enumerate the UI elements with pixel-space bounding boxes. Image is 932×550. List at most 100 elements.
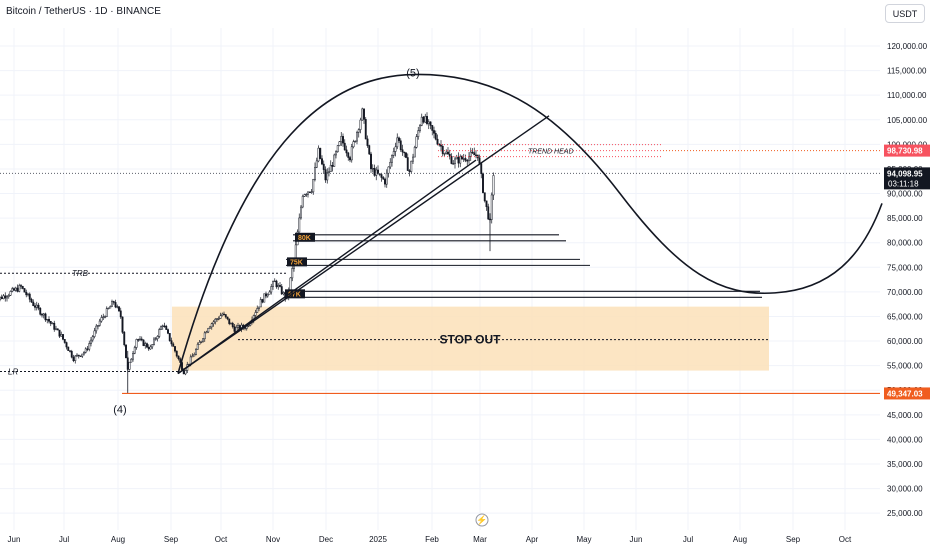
candle-body — [305, 193, 308, 196]
candle-body — [205, 331, 208, 334]
candle-body — [20, 285, 22, 287]
candle-body — [429, 121, 432, 126]
candle-body — [144, 343, 147, 346]
lightning-icon[interactable]: ⚡ — [475, 513, 489, 527]
candle-body — [324, 169, 327, 181]
candle-body — [335, 151, 337, 156]
candle-body — [347, 152, 350, 158]
candle-body — [200, 340, 203, 343]
candle-body — [160, 326, 162, 330]
candle-body — [452, 163, 455, 165]
wave-5-label: (5) — [406, 67, 419, 79]
candle-body — [128, 361, 131, 370]
candle-body — [91, 336, 94, 341]
candle-body — [317, 147, 320, 162]
level-80k-lines — [293, 234, 566, 242]
candle-body — [60, 334, 63, 337]
candle-body — [172, 343, 175, 347]
candle-body — [76, 354, 78, 357]
x-tick-label: Mar — [473, 535, 487, 544]
candle-body — [167, 329, 169, 334]
candle-body — [422, 116, 425, 123]
price-tag-current — [884, 167, 930, 190]
y-tick-label: 55,000.00 — [887, 362, 923, 371]
candle-body — [268, 291, 271, 295]
candle-body — [23, 288, 26, 293]
level-67k-label: 67K — [288, 291, 301, 298]
stop-out-label: STOP OUT — [440, 333, 502, 347]
level-80k-badge — [295, 232, 315, 242]
y-tick-label: 40,000.00 — [887, 435, 923, 444]
candle-body — [373, 168, 376, 176]
candle-body — [412, 156, 414, 162]
candle-body — [342, 136, 344, 144]
candle-body — [135, 339, 138, 348]
candle-body — [406, 157, 409, 171]
candle-body — [427, 121, 430, 124]
candle-body — [487, 206, 490, 220]
currency-selector[interactable]: USDT — [885, 4, 925, 23]
level-67k-lines — [286, 290, 762, 298]
candle-body — [154, 338, 157, 340]
candle-body — [349, 157, 351, 161]
candle-body — [97, 325, 99, 327]
y-tick-label: 105,000.00 — [887, 116, 928, 125]
candle-body — [233, 326, 236, 332]
candle-body — [34, 305, 36, 308]
candle-body — [0, 296, 1, 300]
candle-body — [4, 295, 7, 299]
candle-body — [118, 306, 120, 312]
candle-body — [247, 325, 250, 327]
candle-body — [149, 346, 152, 350]
candle-body — [102, 316, 105, 318]
candle-body — [384, 178, 386, 185]
candle-body — [53, 322, 56, 330]
candle-body — [158, 329, 161, 337]
candle-body — [275, 280, 278, 288]
y-tick-label: 110,000.00 — [887, 91, 927, 100]
candle-body — [151, 344, 154, 348]
candle-body — [90, 339, 92, 344]
candle-body — [67, 346, 70, 351]
candle-body — [431, 125, 434, 131]
candle-body — [298, 217, 301, 233]
candle-body — [161, 325, 164, 327]
candle-body — [63, 339, 66, 343]
candle-body — [133, 347, 136, 354]
candle-body — [401, 149, 404, 153]
candle-body — [436, 138, 439, 145]
candle-body — [420, 116, 423, 126]
y-tick-label: 65,000.00 — [887, 312, 923, 321]
candle-body — [396, 137, 399, 148]
candle-body — [443, 153, 446, 155]
candle-body — [261, 299, 264, 303]
candle-body — [356, 132, 358, 142]
candle-body — [16, 287, 19, 292]
candle-body — [79, 355, 82, 357]
candle-body — [485, 200, 488, 208]
x-tick-label: Sep — [164, 535, 179, 544]
x-tick-label: May — [576, 535, 591, 544]
candle-body — [289, 277, 292, 291]
y-axis: 25,000.00 30,000.00 35,000.00 40,000.00 45,0… — [887, 42, 928, 518]
candle-body — [392, 151, 395, 156]
x-tick-label: Sep — [786, 535, 801, 544]
candle-body — [258, 306, 260, 309]
candle-body — [345, 149, 348, 154]
x-tick-label: Nov — [266, 535, 280, 544]
candle-body — [254, 312, 257, 316]
candle-body — [100, 317, 103, 322]
candle-body — [56, 328, 59, 331]
candle-body — [301, 196, 304, 208]
candle-body — [490, 194, 493, 220]
candle-body — [65, 342, 68, 348]
candle-body — [228, 318, 231, 324]
candle-body — [471, 151, 474, 154]
candle-body — [331, 164, 334, 167]
y-tick-label: 115,000.00 — [887, 67, 927, 76]
level-75k-label: 75K — [290, 259, 303, 266]
candle-body — [95, 325, 98, 332]
candle-body — [209, 326, 211, 329]
candle-body — [125, 344, 127, 359]
